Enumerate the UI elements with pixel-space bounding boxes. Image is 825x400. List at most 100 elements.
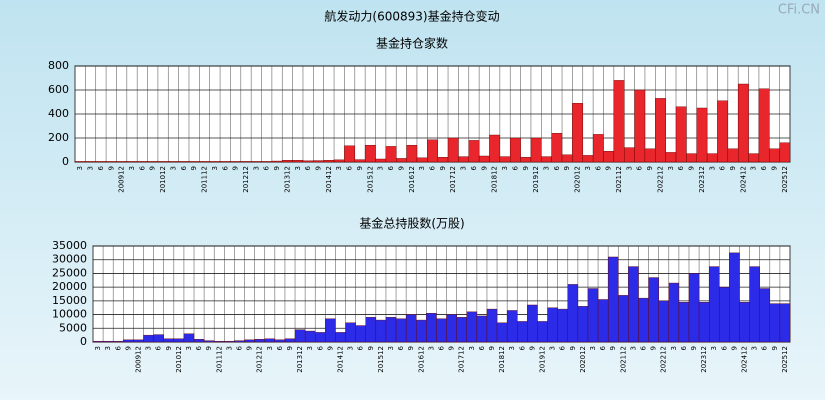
x-tick-label: 6 — [304, 165, 312, 170]
bar — [113, 340, 124, 343]
x-tick-label: 6 — [559, 345, 567, 350]
bar — [375, 319, 387, 343]
bar — [416, 319, 427, 343]
bar — [688, 273, 700, 343]
bar — [759, 288, 770, 343]
x-tick-label: 9 — [315, 166, 323, 170]
x-tick-label: 6 — [470, 165, 478, 170]
x-tick-label: 3 — [294, 166, 302, 170]
x-tick-label: 9 — [730, 346, 738, 350]
x-tick-label: 9 — [646, 166, 654, 170]
bar — [230, 161, 241, 163]
x-tick-label: 6 — [429, 165, 437, 170]
y-tick-label: 25000 — [52, 266, 87, 279]
bar — [250, 161, 262, 163]
bar — [658, 300, 669, 343]
bar — [603, 150, 615, 163]
bar — [478, 155, 490, 163]
bar — [628, 266, 639, 343]
bar — [638, 297, 649, 343]
x-tick-label: 6 — [720, 345, 728, 350]
x-tick-label: 3 — [629, 346, 637, 350]
bar — [527, 304, 538, 343]
bar — [323, 159, 335, 163]
y-tick-label: 0 — [62, 155, 69, 168]
x-tick-label: 9 — [326, 346, 334, 350]
x-tick-label: 201712 — [449, 166, 457, 193]
bar — [708, 266, 720, 343]
bar — [665, 152, 677, 163]
x-tick-label: 3 — [145, 346, 153, 350]
x-tick-label: 9 — [448, 346, 456, 350]
x-tick-label: 3 — [306, 346, 314, 350]
x-tick-label: 9 — [439, 166, 447, 170]
x-tick-label: 201812 — [498, 346, 506, 373]
bar — [126, 161, 138, 163]
x-tick-label: 3 — [335, 166, 343, 170]
bar — [727, 148, 739, 163]
x-tick-label: 9 — [286, 346, 294, 350]
x-tick-label: 3 — [128, 166, 136, 170]
bar — [537, 321, 548, 343]
bar — [624, 147, 635, 163]
chart-title: 基金持仓家数 — [376, 36, 448, 51]
page-title: 航发动力(600893)基金持仓变动 — [324, 9, 499, 24]
bar — [355, 325, 366, 343]
bar — [385, 317, 397, 343]
x-tick-label: 201712 — [458, 346, 466, 373]
bar — [717, 100, 729, 163]
x-tick-label: 201012 — [159, 166, 167, 193]
x-tick-label: 6 — [680, 345, 688, 350]
bar — [719, 286, 730, 343]
x-tick-label: 6 — [195, 345, 203, 350]
bar — [315, 332, 326, 343]
x-tick-label: 6 — [316, 345, 324, 350]
bar — [486, 308, 498, 343]
x-tick-label: 9 — [232, 166, 240, 170]
bar — [530, 137, 542, 163]
bar — [706, 153, 718, 163]
x-tick-label: 202512 — [781, 166, 789, 193]
x-tick-label: 9 — [107, 166, 115, 170]
bar — [592, 134, 604, 163]
x-tick-label: 6 — [438, 345, 446, 350]
y-tick-label: 15000 — [52, 294, 87, 307]
bar — [675, 106, 687, 163]
x-tick-label: 9 — [690, 346, 698, 350]
y-tick-label: 30000 — [52, 253, 87, 266]
bar — [136, 161, 148, 163]
bar — [133, 339, 144, 343]
bar — [302, 160, 314, 163]
bar — [183, 333, 195, 343]
bar — [304, 330, 316, 343]
bar — [224, 340, 235, 343]
bar — [335, 332, 346, 343]
bar — [116, 161, 128, 163]
x-tick-label: 201912 — [532, 166, 540, 193]
x-tick-label: 6 — [357, 345, 365, 350]
x-tick-label: 3 — [169, 166, 177, 170]
x-tick-label: 9 — [522, 166, 530, 170]
y-tick-label: 20000 — [52, 280, 87, 293]
bar — [436, 318, 447, 343]
x-tick-label: 6 — [346, 165, 354, 170]
x-tick-label: 3 — [104, 346, 112, 350]
x-tick-label: 201612 — [417, 346, 425, 373]
bar — [520, 156, 532, 163]
x-tick-label: 3 — [542, 166, 550, 170]
x-tick-label: 3 — [76, 166, 84, 170]
x-tick-label: 6 — [221, 165, 229, 170]
bar — [284, 338, 296, 343]
bar — [199, 161, 210, 163]
bar — [203, 340, 215, 343]
bar — [510, 137, 521, 163]
x-tick-label: 9 — [729, 166, 737, 170]
x-tick-label: 6 — [518, 345, 526, 350]
bar — [678, 302, 690, 343]
x-tick-label: 3 — [252, 166, 260, 170]
bar — [758, 88, 770, 163]
bar — [648, 277, 659, 343]
bar — [294, 329, 306, 343]
bar — [737, 83, 749, 163]
